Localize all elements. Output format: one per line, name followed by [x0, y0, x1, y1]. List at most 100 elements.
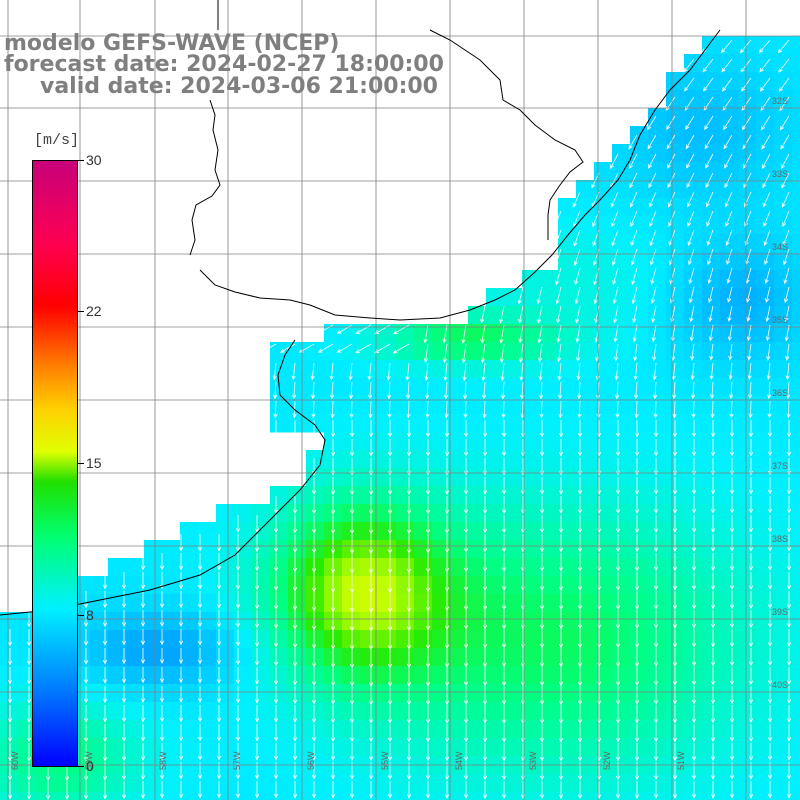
- wind-arrow: [633, 381, 639, 400]
- wind-speed-cell: [540, 684, 559, 703]
- wind-arrow: [705, 191, 714, 208]
- wind-speed-cell: [558, 414, 577, 433]
- wind-speed-cell: [486, 450, 505, 469]
- wind-arrow: [554, 210, 562, 228]
- wind-arrow: [691, 458, 697, 476]
- wind-arrow: [216, 629, 222, 647]
- wind-speed-cell: [360, 612, 379, 631]
- wind-speed-cell: [648, 702, 667, 721]
- wind-speed-cell: [378, 630, 397, 649]
- wind-speed-cell: [252, 504, 271, 523]
- wind-speed-cell: [252, 702, 271, 721]
- wind-speed-cell: [18, 666, 37, 685]
- wind-speed-cell: [720, 324, 739, 343]
- wind-arrow: [539, 705, 545, 725]
- wind-speed-cell: [180, 738, 199, 757]
- wind-arrow: [691, 781, 697, 799]
- wind-arrow: [759, 58, 771, 73]
- wind-speed-cell: [432, 648, 451, 667]
- wind-arrow: [767, 553, 773, 571]
- wind-arrow: [710, 420, 716, 438]
- wind-arrow: [386, 362, 391, 381]
- wind-arrow: [374, 324, 391, 335]
- wind-arrow: [767, 686, 773, 705]
- wind-arrow: [501, 667, 507, 687]
- wind-speed-cell: [432, 342, 451, 361]
- wind-arrow: [517, 286, 524, 305]
- wind-speed-cell: [738, 342, 757, 361]
- wind-arrow: [786, 781, 792, 799]
- wind-speed-cell: [738, 594, 757, 613]
- wind-speed-cell: [774, 612, 793, 631]
- wind-speed-cell: [738, 396, 757, 415]
- wind-speed-cell: [540, 792, 559, 800]
- wind-arrow: [386, 381, 392, 400]
- wind-arrow: [482, 439, 488, 457]
- wind-arrow: [273, 420, 279, 438]
- wind-speed-cell: [738, 90, 757, 109]
- wind-speed-cell: [558, 450, 577, 469]
- wind-arrow: [311, 705, 317, 724]
- wind-speed-cell: [18, 648, 37, 667]
- wind-speed-cell: [450, 486, 469, 505]
- wind-arrow: [216, 686, 222, 704]
- wind-speed-cell: [378, 738, 397, 757]
- wind-speed-cell: [792, 684, 800, 703]
- wind-speed-cell: [504, 540, 523, 559]
- wind-arrow: [748, 496, 754, 514]
- wind-speed-cell: [648, 432, 667, 451]
- wind-arrow: [7, 686, 13, 704]
- wind-speed-cell: [540, 486, 559, 505]
- wind-arrow: [463, 458, 469, 476]
- wind-arrow: [178, 743, 184, 761]
- wind-speed-cell: [522, 648, 541, 667]
- wind-speed-cell: [774, 126, 793, 145]
- wind-arrow: [444, 705, 450, 724]
- wind-speed-cell: [756, 198, 775, 217]
- wind-arrow: [710, 667, 716, 686]
- wind-speed-cell: [396, 612, 415, 631]
- wind-arrow: [387, 705, 393, 724]
- wind-arrow: [782, 210, 790, 227]
- wind-speed-cell: [576, 180, 595, 199]
- wind-speed-cell: [234, 720, 253, 739]
- wind-speed-cell: [630, 792, 649, 800]
- wind-speed-cell: [162, 648, 181, 667]
- wind-speed-cell: [738, 774, 757, 793]
- wind-arrow: [336, 324, 353, 334]
- wind-arrow: [746, 305, 752, 322]
- wind-speed-cell: [252, 666, 271, 685]
- wind-arrow: [634, 686, 640, 706]
- wind-arrow: [7, 667, 13, 685]
- wind-speed-cell: [306, 558, 325, 577]
- wind-arrow: [368, 496, 374, 515]
- longitude-label: 53W: [528, 751, 538, 770]
- wind-speed-cell: [792, 738, 800, 757]
- wind-arrow: [140, 724, 146, 742]
- wind-speed-cell: [558, 378, 577, 397]
- wind-speed-cell: [522, 468, 541, 487]
- wind-arrow: [758, 39, 771, 54]
- wind-speed-cell: [756, 54, 775, 73]
- wind-speed-cell: [162, 792, 181, 800]
- wind-speed-cell: [720, 558, 739, 577]
- wind-arrow: [672, 629, 678, 648]
- wind-speed-cell: [576, 414, 595, 433]
- wind-speed-cell: [630, 180, 649, 199]
- wind-arrow: [558, 515, 564, 534]
- wind-arrow: [611, 229, 619, 247]
- wind-arrow: [765, 305, 771, 323]
- wind-speed-cell: [450, 396, 469, 415]
- wind-speed-cell: [342, 558, 361, 577]
- wind-arrow: [7, 705, 13, 723]
- wind-speed-cell: [504, 612, 523, 631]
- wind-arrow: [710, 477, 716, 495]
- wind-arrow: [705, 153, 714, 169]
- wind-arrow: [216, 781, 222, 799]
- wind-speed-cell: [720, 468, 739, 487]
- wind-arrow: [197, 591, 203, 609]
- wind-arrow: [558, 400, 563, 419]
- wind-speed-cell: [234, 504, 253, 523]
- wind-speed-cell: [360, 396, 379, 415]
- wind-arrow: [102, 648, 108, 665]
